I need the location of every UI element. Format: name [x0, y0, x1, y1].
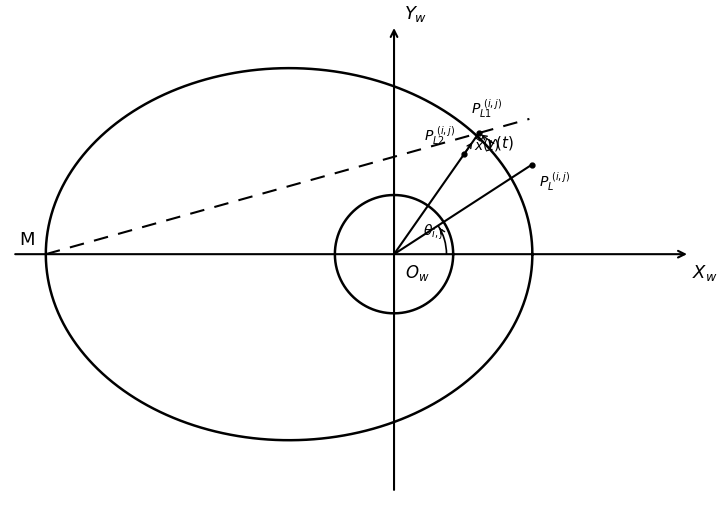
Text: $Y_w$: $Y_w$: [404, 4, 427, 24]
Text: $\theta_{i,j}$: $\theta_{i,j}$: [423, 222, 443, 241]
Text: $P_{L2}^{\ (i,j)}$: $P_{L2}^{\ (i,j)}$: [424, 124, 456, 147]
Text: M: M: [19, 231, 35, 249]
Text: $x(t)$: $x(t)$: [474, 137, 499, 153]
Text: $X_w$: $X_w$: [691, 262, 717, 282]
Text: $y(t)$: $y(t)$: [485, 134, 513, 153]
Text: $O_w$: $O_w$: [405, 262, 430, 282]
Text: $P_{L1}^{\ (i,j)}$: $P_{L1}^{\ (i,j)}$: [472, 97, 503, 121]
Text: $P_L^{\ (i,j)}$: $P_L^{\ (i,j)}$: [539, 170, 571, 193]
